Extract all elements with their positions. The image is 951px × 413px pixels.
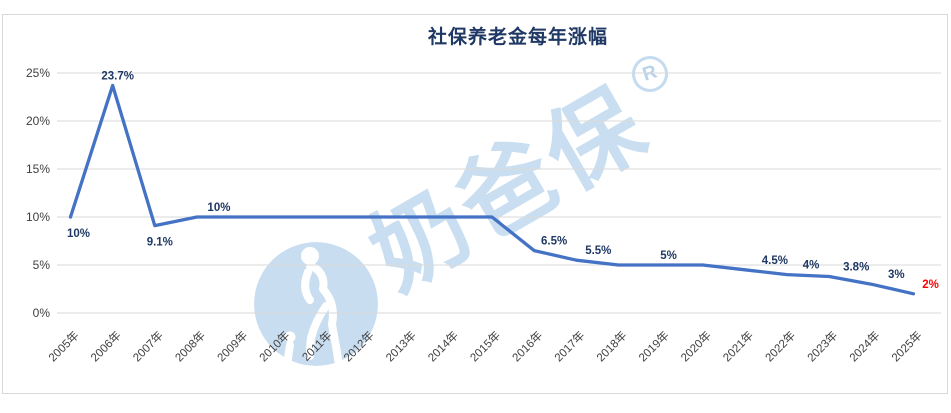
x-axis-label: 2020年	[678, 328, 714, 364]
x-axis-label: 2007年	[130, 328, 166, 364]
x-axis-label: 2018年	[593, 328, 629, 364]
data-label: 5.5%	[585, 245, 611, 257]
x-axis-label: 2013年	[383, 328, 419, 364]
data-label: 4%	[803, 260, 820, 272]
x-axis-label: 2024年	[846, 328, 882, 364]
x-axis-label: 2019年	[636, 328, 672, 364]
x-axis-label: 2012年	[341, 328, 377, 364]
data-label: 9.1%	[147, 237, 173, 249]
trend-line	[68, 83, 916, 296]
x-axis-label: 2022年	[762, 328, 798, 364]
x-axis-label: 2009年	[214, 328, 250, 364]
x-axis-label: 2016年	[509, 328, 545, 364]
x-axis-label: 2006年	[88, 328, 124, 364]
y-axis-label: 5%	[33, 258, 51, 272]
data-label: 10%	[67, 228, 90, 240]
data-label: 2%	[922, 279, 939, 291]
x-axis-label: 2005年	[45, 328, 81, 364]
x-axis-label: 2023年	[804, 328, 840, 364]
data-label: 4.5%	[762, 255, 788, 267]
data-label: 3%	[888, 269, 905, 281]
chart-title: 社保养老金每年涨幅	[427, 27, 608, 48]
x-axis-label: 2015年	[467, 328, 503, 364]
y-axis-label: 20%	[26, 114, 50, 128]
data-label: 6.5%	[541, 236, 567, 248]
data-label: 5%	[660, 250, 677, 262]
x-axis-label: 2010年	[256, 328, 292, 364]
y-axis-label: 10%	[26, 210, 50, 224]
x-axis-label: 2014年	[425, 328, 461, 364]
x-axis-label: 2017年	[551, 328, 587, 364]
data-label: 10%	[207, 202, 230, 214]
y-axis-label: 15%	[26, 162, 50, 176]
chart-border	[2, 14, 948, 394]
x-axis-label: 2025年	[888, 328, 924, 364]
x-axis-label: 2008年	[172, 328, 208, 364]
x-axis-label: 2021年	[720, 328, 756, 364]
y-axis-label: 0%	[33, 306, 51, 320]
x-axis-label: 2011年	[299, 328, 335, 364]
y-axis-label: 25%	[26, 66, 50, 80]
data-label: 3.8%	[843, 262, 869, 274]
data-label: 23.7%	[101, 70, 134, 82]
